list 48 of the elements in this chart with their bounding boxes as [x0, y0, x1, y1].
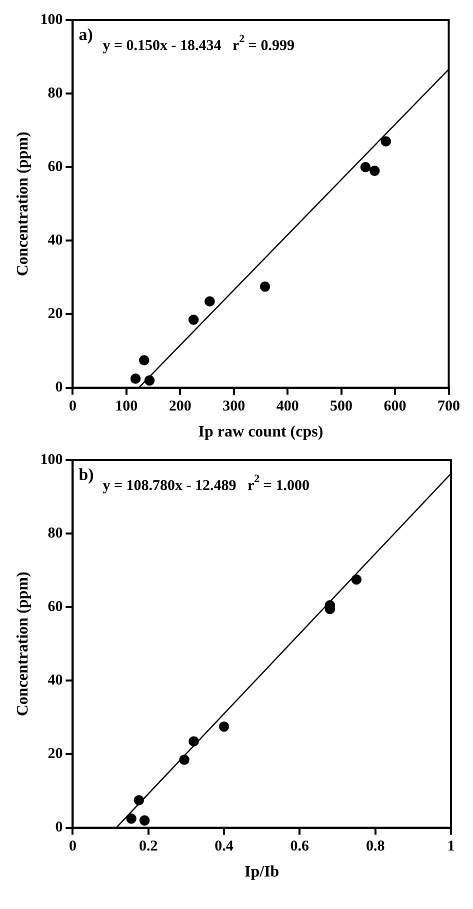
x-tick-label: 500 [330, 398, 353, 415]
annotation: b) [78, 465, 94, 484]
point [179, 754, 190, 765]
y-tick-label: 100 [40, 452, 63, 468]
x-tick-label: 300 [222, 398, 246, 415]
point [360, 162, 371, 172]
x-tick-label: 200 [168, 398, 192, 415]
x-tick-label: 0 [68, 838, 76, 855]
point [126, 813, 136, 824]
x-tick-label: 0.4 [214, 838, 234, 855]
point [188, 736, 199, 747]
y-tick-label: 40 [48, 232, 63, 249]
y-tick-label: 0 [55, 380, 63, 396]
point [144, 375, 155, 386]
point [188, 314, 199, 325]
point [369, 166, 380, 176]
x-tick-label: 700 [438, 398, 460, 415]
point [260, 282, 270, 292]
y-axis-title: Concentration (ppm) [14, 572, 32, 716]
y-tick-label: 20 [48, 306, 63, 322]
x-axis-title: Ip raw count (cps) [198, 424, 324, 441]
point [351, 574, 362, 585]
x-tick-label: 600 [384, 398, 406, 415]
point [139, 355, 150, 366]
y-tick-label: 0 [55, 820, 63, 836]
point [130, 373, 141, 384]
x-tick-label: 0.6 [290, 838, 310, 855]
y-tick-label: 60 [48, 598, 63, 615]
annotation: a) [78, 25, 93, 44]
point [134, 795, 144, 806]
y-tick-label: 80 [48, 85, 63, 102]
point [139, 815, 150, 826]
x-axis-title: Ip/Ib [244, 864, 280, 881]
y-axis-title: Concentration (ppm) [14, 132, 32, 276]
x-tick-label: 0.8 [366, 838, 385, 855]
y-tick-label: 100 [40, 12, 63, 28]
x-tick-label: 100 [115, 398, 138, 415]
y-tick-label: 20 [48, 746, 63, 762]
x-tick-label: 1 [447, 838, 455, 855]
x-tick-label: 400 [276, 398, 299, 415]
x-tick-label: 0 [68, 398, 76, 415]
x-tick-label: 0.2 [138, 838, 158, 855]
y-tick-label: 60 [48, 158, 63, 175]
point [218, 722, 230, 732]
y-tick-label: 40 [48, 672, 63, 689]
point [204, 296, 215, 307]
point [380, 136, 392, 147]
y-tick-label: 80 [48, 525, 63, 542]
